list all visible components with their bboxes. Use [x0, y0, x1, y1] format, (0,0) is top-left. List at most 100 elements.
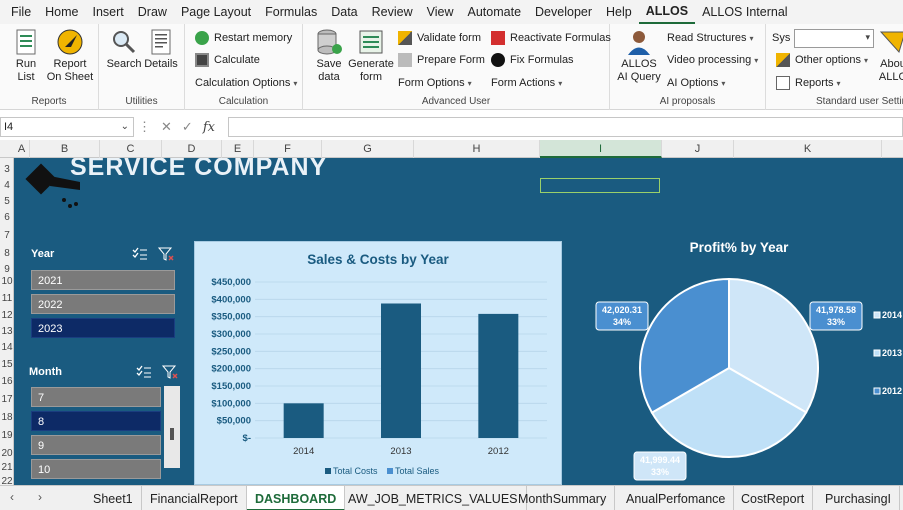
month-slicer-item-8[interactable]: 8 [31, 411, 161, 431]
row-header-21[interactable]: 21 [1, 462, 13, 473]
year-slicer-item-2023[interactable]: 2023 [31, 318, 175, 338]
selected-cell[interactable] [540, 178, 660, 193]
insert-function-button[interactable]: fx [202, 119, 215, 135]
more-icon[interactable]: ⋮ [138, 119, 151, 134]
row-header-13[interactable]: 13 [1, 326, 13, 337]
pie-chart-svg[interactable]: 41,978.58 33% 41,999.44 33% 42,020.31 34% 2014… [574, 240, 903, 485]
column-header-c[interactable]: C [100, 140, 162, 158]
validate-form-button[interactable]: Validate form [398, 29, 481, 47]
report-on-sheet-button[interactable]: Report On Sheet [46, 28, 94, 84]
row-header-10[interactable]: 10 [1, 276, 13, 287]
row-header-9[interactable]: 9 [4, 264, 10, 275]
scrollbar-thumb[interactable] [170, 428, 174, 440]
row-header-15[interactable]: 15 [1, 359, 13, 370]
sheet-tab-costreport[interactable]: CostReport [733, 486, 814, 510]
about-button[interactable]: Abou ALLO [878, 28, 903, 84]
column-header-a[interactable]: A [14, 140, 30, 158]
column-header-e[interactable]: E [222, 140, 254, 158]
menu-formulas[interactable]: Formulas [265, 5, 318, 19]
menu-developer[interactable]: Developer [535, 5, 593, 19]
read-structures-dropdown[interactable]: Read Structures ▾ [667, 29, 754, 47]
row-header-6[interactable]: 6 [4, 212, 10, 223]
sheet-tab-dashboard[interactable]: DASHBOARD [247, 486, 346, 510]
bar-total-costs-2014[interactable] [283, 403, 324, 438]
sys-select[interactable]: ▾ [794, 29, 874, 48]
bar-total-costs-2013[interactable] [381, 303, 421, 438]
column-header-i[interactable]: I [540, 140, 662, 158]
details-button[interactable]: Details [143, 28, 179, 71]
row-header-11[interactable]: 11 [1, 293, 13, 304]
run-list-button[interactable]: Run List [8, 28, 44, 84]
menu-automate[interactable]: Automate [467, 5, 522, 19]
year-slicer-item-2022[interactable]: 2022 [31, 294, 175, 314]
row-header-18[interactable]: 18 [1, 412, 13, 423]
menu-help[interactable]: Help [606, 5, 632, 19]
video-processing-dropdown[interactable]: Video processing ▾ [667, 51, 758, 69]
menu-insert[interactable]: Insert [92, 5, 124, 19]
column-header-d[interactable]: D [162, 140, 222, 158]
column-header-f[interactable]: F [254, 140, 322, 158]
prev-sheet-button[interactable]: ‹ [10, 490, 14, 504]
column-header-h[interactable]: H [414, 140, 540, 158]
row-header-5[interactable]: 5 [4, 196, 10, 207]
menu-allos[interactable]: ALLOS [638, 0, 696, 24]
sales-costs-chart[interactable]: Sales & Costs by Year $- $50,000 $100,000 $… [194, 241, 562, 485]
month-slicer-item-10[interactable]: 10 [31, 459, 161, 479]
sheet-tab-monthsummary[interactable]: MonthSummary [510, 486, 616, 510]
menu-review[interactable]: Review [371, 5, 413, 19]
sheet-tab-sheet1[interactable]: Sheet1 [85, 486, 142, 510]
calculate-button[interactable]: Calculate [195, 51, 260, 69]
month-slicer-item-9[interactable]: 9 [31, 435, 161, 455]
confirm-icon[interactable]: ✓ [181, 119, 193, 134]
row-header-3[interactable]: 3 [4, 164, 10, 175]
row-header-8[interactable]: 8 [4, 248, 10, 259]
menu-home[interactable]: Home [45, 5, 79, 19]
form-options-dropdown[interactable]: Form Options ▾ [398, 74, 472, 92]
generate-form-button[interactable]: Generate form [348, 28, 394, 84]
sheet-tab-purchasingi[interactable]: PurchasingI [817, 486, 901, 510]
row-header-19[interactable]: 19 [1, 430, 13, 441]
row-header-12[interactable]: 12 [1, 310, 13, 321]
month-slicer-scrollbar[interactable] [164, 386, 180, 468]
reports-dropdown[interactable]: Reports ▾ [776, 74, 841, 92]
pie-slice-2014[interactable] [728, 277, 819, 414]
reactivate-formulas-button[interactable]: Reactivate Formulas [491, 29, 611, 47]
sheet-tab-financialreport[interactable]: FinancialReport [142, 486, 247, 510]
column-header-b[interactable]: B [30, 140, 100, 158]
form-actions-dropdown[interactable]: Form Actions ▾ [491, 74, 562, 92]
sheet-tab-anualperfomance[interactable]: AnualPerfomance [618, 486, 735, 510]
save-data-button[interactable]: Save data [311, 28, 347, 84]
row-header-17[interactable]: 17 [1, 394, 13, 405]
row-header-7[interactable]: 7 [4, 230, 10, 241]
restart-memory-button[interactable]: Restart memory [195, 29, 292, 47]
column-header-j[interactable]: J [662, 140, 734, 158]
menu-data[interactable]: Data [331, 5, 358, 19]
formula-input[interactable] [228, 117, 903, 137]
next-sheet-button[interactable]: › [38, 490, 42, 504]
clear-filter-icon[interactable] [162, 365, 178, 379]
row-header-22[interactable]: 22 [1, 476, 13, 487]
pie-slice-2013[interactable] [650, 366, 808, 458]
search-button[interactable]: Search [107, 28, 141, 71]
allos-ai-query-button[interactable]: ALLOS AI Query [616, 28, 662, 84]
other-options-dropdown[interactable]: Other options ▾ [776, 51, 868, 69]
calculation-options-dropdown[interactable]: Calculation Options ▾ [195, 74, 297, 92]
row-header-14[interactable]: 14 [1, 342, 13, 353]
menu-file[interactable]: File [11, 5, 32, 19]
row-header-4[interactable]: 4 [4, 180, 10, 191]
year-slicer-item-2021[interactable]: 2021 [31, 270, 175, 290]
menu-draw[interactable]: Draw [137, 5, 167, 19]
clear-filter-icon[interactable] [158, 247, 174, 261]
row-header-20[interactable]: 20 [1, 448, 13, 459]
name-box[interactable]: I4 ⌄ [0, 117, 134, 137]
row-header-16[interactable]: 16 [1, 376, 13, 387]
sheet-tab-aw-job-metrics-values[interactable]: AW_JOB_METRICS_VALUES [340, 486, 527, 510]
ai-options-dropdown[interactable]: AI Options ▾ [667, 74, 725, 92]
multi-select-icon[interactable] [136, 365, 152, 379]
column-header-g[interactable]: G [322, 140, 414, 158]
column-header-k[interactable]: K [734, 140, 882, 158]
menu-allos-internal[interactable]: ALLOS Internal [702, 5, 788, 19]
prepare-form-button[interactable]: Prepare Form [398, 51, 485, 69]
fix-formulas-button[interactable]: Fix Formulas [491, 51, 574, 69]
menu-page-layout[interactable]: Page Layout [180, 5, 252, 19]
